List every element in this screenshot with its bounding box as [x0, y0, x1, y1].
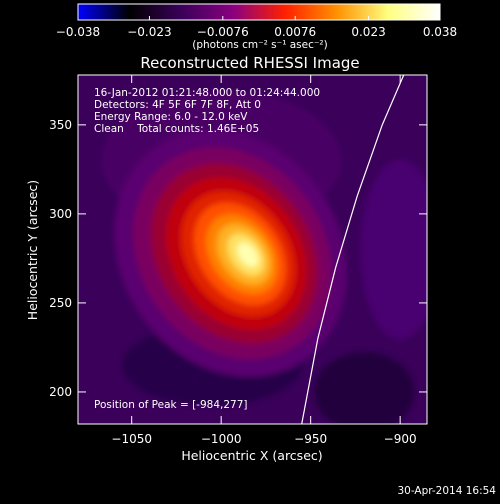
annotation-time: 16-Jan-2012 01:21:48.000 to 01:24:44.000 [94, 87, 320, 99]
annotation-peak: Position of Peak = [-984,277] [94, 399, 248, 411]
colorbar-tick-label: −0.023 [127, 25, 171, 39]
annotation-energy: Energy Range: 6.0 - 12.0 keV [94, 111, 248, 123]
annotation-method: Clean Total counts: 1.46E+05 [94, 123, 259, 135]
solar-limb-curve [301, 75, 405, 424]
heatmap-image [78, 75, 427, 424]
colorbar-tick-label: 0.023 [351, 25, 385, 39]
colorbar-unit-label: (photons cm⁻² s⁻¹ asec⁻²) [192, 39, 327, 51]
x-tick-label: −1050 [111, 432, 152, 446]
x-axis: −1050 −1000 −950 −900 [111, 75, 417, 446]
colorbar: −0.038 −0.023 −0.0076 0.0076 0.023 0.038 (pho… [56, 3, 457, 51]
x-axis-label: Heliocentric X (arcsec) [181, 448, 322, 463]
chart-title: Reconstructed RHESSI Image [140, 54, 359, 72]
x-tick-label: −900 [384, 432, 417, 446]
emission-blob [314, 351, 415, 424]
colorbar-gradient [77, 3, 441, 21]
timestamp: 30-Apr-2014 16:54 [397, 485, 496, 497]
y-tick-label: 250 [49, 296, 72, 310]
colorbar-tick-label: −0.0076 [197, 25, 249, 39]
y-tick-label: 200 [49, 385, 72, 399]
y-tick-label: 300 [49, 207, 72, 221]
annotation-detectors: Detectors: 4F 5F 6F 7F 8F, Att 0 [94, 99, 261, 111]
colorbar-tick-label: −0.038 [56, 25, 100, 39]
x-tick-label: −1000 [201, 432, 242, 446]
colorbar-tick-label: 0.0076 [274, 25, 316, 39]
emission-blob [360, 159, 427, 340]
y-axis: 200 250 300 350 [49, 118, 427, 399]
emission-contour [237, 242, 259, 268]
colorbar-tick-label: 0.038 [423, 25, 457, 39]
y-tick-label: 350 [49, 118, 72, 132]
x-tick-label: −950 [294, 432, 327, 446]
y-axis-label: Heliocentric Y (arcsec) [25, 180, 40, 320]
plot-frame [77, 74, 428, 425]
